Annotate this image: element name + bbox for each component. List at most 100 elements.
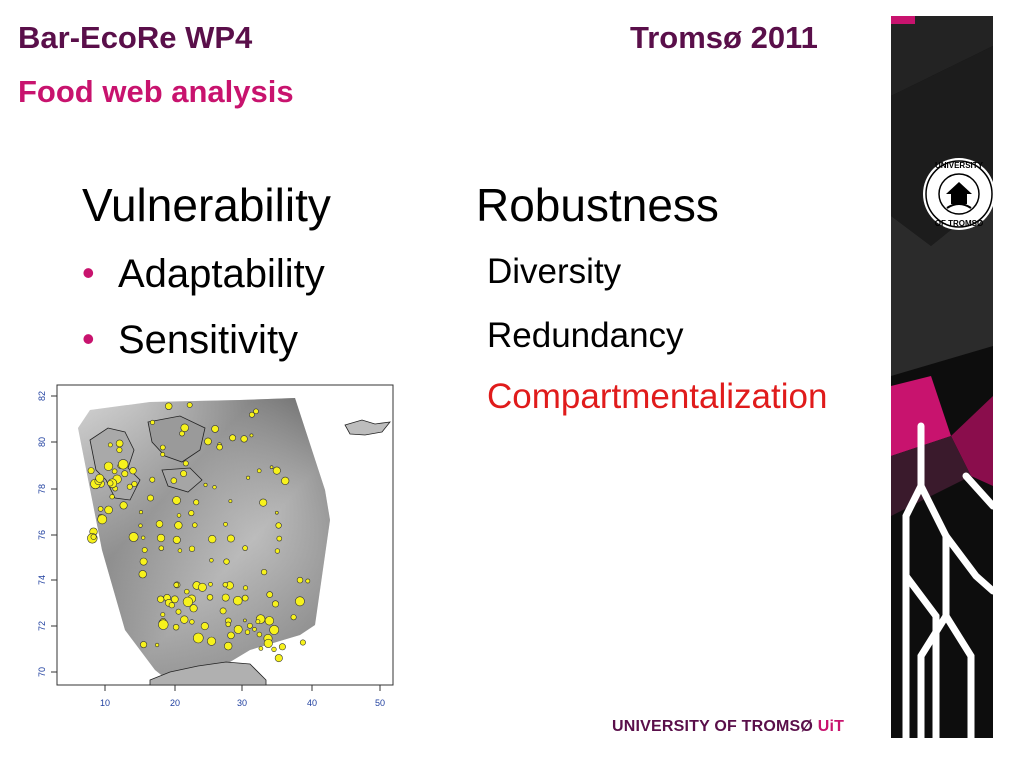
station-marker xyxy=(222,582,229,588)
station-marker xyxy=(150,419,156,425)
y-tick-label: 70 xyxy=(37,667,47,677)
station-marker xyxy=(264,616,274,626)
station-marker xyxy=(186,402,193,408)
station-marker xyxy=(276,535,283,542)
station-marker xyxy=(305,578,311,584)
station-marker xyxy=(126,483,133,490)
station-marker xyxy=(180,423,189,432)
university-seal-icon: UNIVERSITY OF TROMSØ xyxy=(923,158,993,230)
x-axis: 10 20 30 40 50 xyxy=(100,685,385,708)
station-marker xyxy=(116,447,123,454)
x-tick-label: 40 xyxy=(307,698,317,708)
station-marker xyxy=(278,643,286,651)
station-marker xyxy=(255,619,261,624)
station-marker xyxy=(141,547,148,553)
station-marker xyxy=(158,545,165,551)
station-marker xyxy=(243,585,249,591)
station-marker xyxy=(171,595,179,604)
station-marker xyxy=(180,470,187,477)
station-marker xyxy=(256,468,262,474)
station-markers xyxy=(87,402,311,663)
station-marker xyxy=(259,498,268,507)
station-marker xyxy=(228,499,233,504)
station-marker xyxy=(248,411,255,418)
station-marker xyxy=(274,654,283,663)
station-marker xyxy=(233,596,243,606)
station-marker xyxy=(158,619,169,630)
station-marker xyxy=(160,452,166,457)
robustness-item-compartmentalization: Compartmentalization xyxy=(487,377,828,416)
station-marker xyxy=(229,434,236,442)
station-marker xyxy=(172,624,180,631)
station-marker xyxy=(269,624,280,635)
station-marker xyxy=(275,522,282,529)
station-marker xyxy=(227,631,235,640)
station-marker xyxy=(275,510,279,515)
station-marker xyxy=(174,521,183,530)
station-marker xyxy=(244,629,251,635)
station-marker xyxy=(216,443,223,451)
station-marker xyxy=(165,402,173,410)
station-marker xyxy=(274,548,280,554)
station-marker xyxy=(138,570,147,579)
station-marker xyxy=(140,641,148,649)
station-marker xyxy=(243,618,247,623)
station-marker xyxy=(256,631,263,638)
station-marker xyxy=(242,545,248,551)
header-title-right: Tromsø 2011 xyxy=(630,20,818,55)
station-marker xyxy=(269,465,274,469)
y-tick-label: 72 xyxy=(37,621,47,631)
station-marker xyxy=(149,476,156,483)
university-footer-logo: UNIVERSITY OF TROMSØ UiT xyxy=(612,718,844,736)
station-marker xyxy=(189,619,195,625)
x-tick-label: 50 xyxy=(375,698,385,708)
bullet-dot-icon: • xyxy=(82,318,95,359)
station-marker xyxy=(157,595,165,603)
station-marker xyxy=(95,473,105,483)
station-marker xyxy=(176,513,182,518)
station-marker xyxy=(299,639,306,646)
station-marker xyxy=(206,594,214,601)
footer-logo-text: UNIVERSITY OF TROMSØ xyxy=(612,718,814,735)
y-tick-label: 80 xyxy=(37,437,47,447)
station-marker xyxy=(107,442,113,448)
station-marker xyxy=(219,607,227,615)
station-marker xyxy=(168,602,175,609)
station-marker xyxy=(172,496,181,505)
station-marker xyxy=(154,642,160,648)
station-marker xyxy=(160,444,166,451)
station-marker xyxy=(139,510,144,515)
station-marker xyxy=(261,569,268,576)
x-tick-label: 30 xyxy=(237,698,247,708)
station-marker xyxy=(188,545,196,552)
station-marker xyxy=(223,558,230,565)
station-marker xyxy=(177,548,183,553)
station-marker xyxy=(121,470,129,478)
station-marker xyxy=(252,627,257,632)
bullet-label: Sensitivity xyxy=(118,318,299,362)
station-marker xyxy=(193,632,204,644)
station-marker xyxy=(131,481,138,488)
station-marker xyxy=(225,621,231,628)
station-marker xyxy=(241,594,249,602)
y-tick-label: 76 xyxy=(37,530,47,540)
station-marker xyxy=(107,480,114,487)
y-tick-label: 74 xyxy=(37,575,47,585)
station-marker xyxy=(155,520,164,528)
station-marker xyxy=(147,494,154,502)
station-marker xyxy=(172,535,181,544)
station-marker xyxy=(104,505,113,515)
station-marker xyxy=(208,582,213,587)
station-marker xyxy=(281,476,290,485)
station-marker xyxy=(246,475,251,480)
station-marker xyxy=(156,533,166,543)
station-marker xyxy=(208,535,217,544)
station-marker xyxy=(249,433,254,438)
station-marker xyxy=(294,596,305,607)
station-marker xyxy=(103,461,114,471)
header-title-left: Bar-EcoRe WP4 xyxy=(18,20,253,55)
station-marker xyxy=(87,467,95,474)
station-marker xyxy=(97,514,108,525)
station-marker xyxy=(211,425,219,433)
vulnerability-heading: Vulnerability xyxy=(82,179,331,231)
